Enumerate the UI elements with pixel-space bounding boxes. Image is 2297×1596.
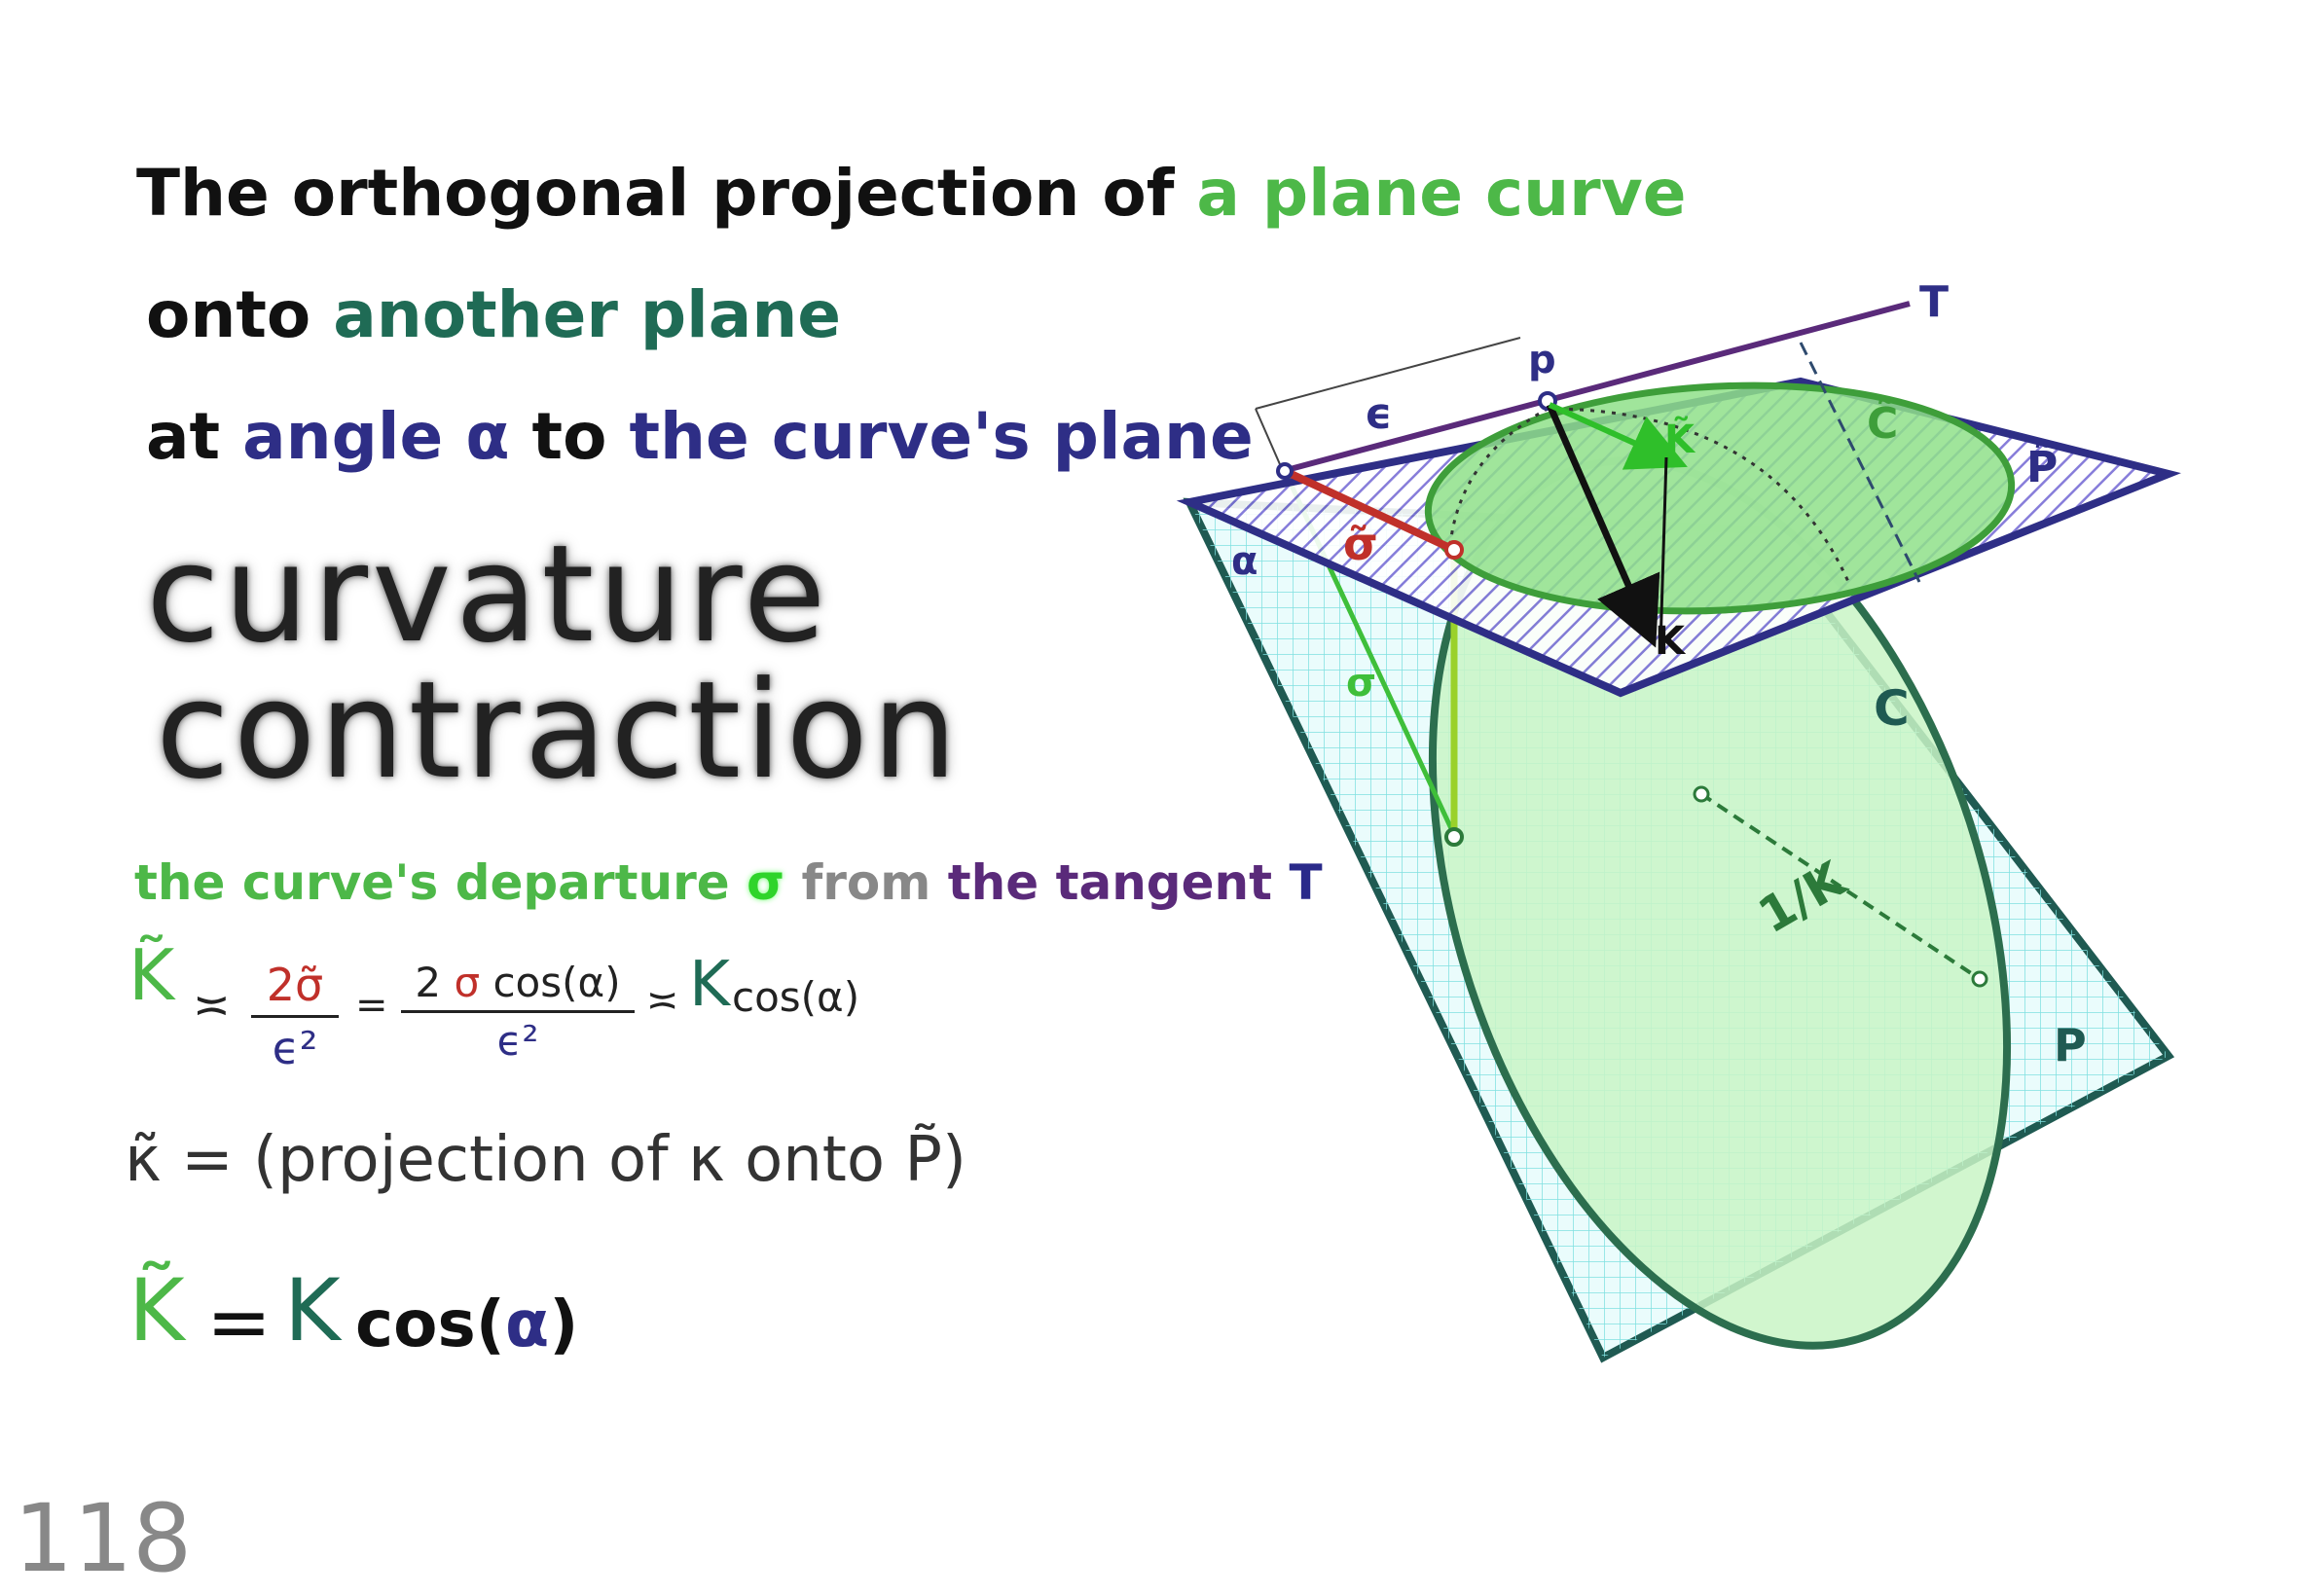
formula3-cos: cos( [355,1287,505,1361]
formula1-den-2: ϵ² [496,1017,539,1065]
sigma-tilde-segment [1283,467,1456,554]
formula1-bar-1 [251,1015,339,1018]
formula1-num-2-b: cos(α) [492,959,621,1006]
formula1-approx-2: ≍ [646,978,679,1023]
formula1-num-1: 2σ̃ [266,959,324,1011]
formula1-frac-1: 2σ̃ ϵ² [251,959,339,1074]
heading-line-1-a: The orthogonal projection of [136,156,1175,231]
heading-line-2: onto another plane [146,277,841,352]
formula1-lhs: K̃ [128,934,175,1016]
epsilon-dimension [1255,337,1521,410]
sigma-tilde-end-point [1444,540,1464,560]
point-p-start [1276,462,1294,480]
page-number: 118 [14,1484,193,1593]
radius-line [1699,792,1982,981]
curvature-vector-k [1546,403,1660,648]
heading-line-2-b: another plane [333,277,842,352]
formula1-approx-1: ≍ [193,978,231,1031]
curve-c-tilde [1424,381,2016,615]
formula3-k: K [284,1260,341,1360]
formula3-cos-group: cos(α) [355,1287,578,1361]
label-t: T [1919,277,1949,327]
projection-drop [1659,456,1668,648]
formula1-num-2: 2 σ cos(α) [401,959,635,1006]
formula1-frac-2: 2 σ cos(α) ϵ² [401,959,635,1065]
formula3-eq: = [206,1277,273,1367]
heading-line-3-b: angle α [242,399,510,474]
formula3-alpha: α [504,1287,550,1361]
label-c-tilde: C̃ [1867,397,1898,449]
radius-end-point [1971,970,1988,988]
label-k: K [1655,619,1687,664]
dotted-guide-2 [1547,407,1851,585]
label-p-tilde: P̃ [2026,441,2058,492]
dashed-guide-3 [1799,342,1921,583]
big-title-line-2: contraction [156,652,962,809]
formula1-bar-2 [401,1010,635,1013]
heading-line-1: The orthogonal projection of a plane cur… [136,156,1687,231]
label-P: P [2054,1019,2087,1071]
label-alpha: α [1231,539,1258,584]
label-sigma-tilde: σ̃ [1343,518,1378,570]
formula1-num-2-a: 2 [415,959,442,1006]
departure-c: the tangent [947,854,1273,911]
label-p: p [1528,338,1556,382]
heading-line-3-a: at [146,399,221,474]
formula-projection: κ̃ = (projection of κ onto P̃) [125,1124,966,1196]
departure-a: the curve's departure [134,854,730,911]
formula1-num-2-sigma: σ [454,959,481,1006]
label-k-tilde: K̃ [1664,416,1696,462]
formula1-rhs-k: K [689,949,730,1021]
label-sigma: σ [1346,661,1376,706]
big-title-line-1: curvature [146,516,830,672]
heading-line-3-c: to [531,399,607,474]
heading-line-3-d: the curve's plane [629,399,1254,474]
curvature-vector-k-tilde [1548,402,1688,470]
label-epsilon: ϵ [1365,389,1392,439]
formula3-close: ) [549,1287,579,1361]
formula1-rhs-cos: cos(α) [732,973,860,1021]
formula1-eq: = [355,983,388,1028]
departure-sentence: the curve's departure σ from the tangent… [134,854,1323,911]
formula3-lhs: K̃ [128,1260,185,1360]
departure-sigma: σ [747,854,785,911]
departure-b: from [801,854,931,911]
label-c: C [1874,680,1910,737]
heading-line-1-b: a plane curve [1196,156,1687,231]
heading-line-2-a: onto [146,277,311,352]
curve-point-on-p [1444,827,1464,847]
dotted-guide-1 [1448,407,1549,546]
center-point [1693,785,1710,803]
heading-line-3: at angle α to the curve's plane [146,399,1254,474]
formula1-den-1: ϵ² [272,1022,318,1074]
departure-t: T [1289,854,1323,911]
epsilon-tick-1 [1255,408,1284,472]
tangent-line [1282,301,1911,474]
